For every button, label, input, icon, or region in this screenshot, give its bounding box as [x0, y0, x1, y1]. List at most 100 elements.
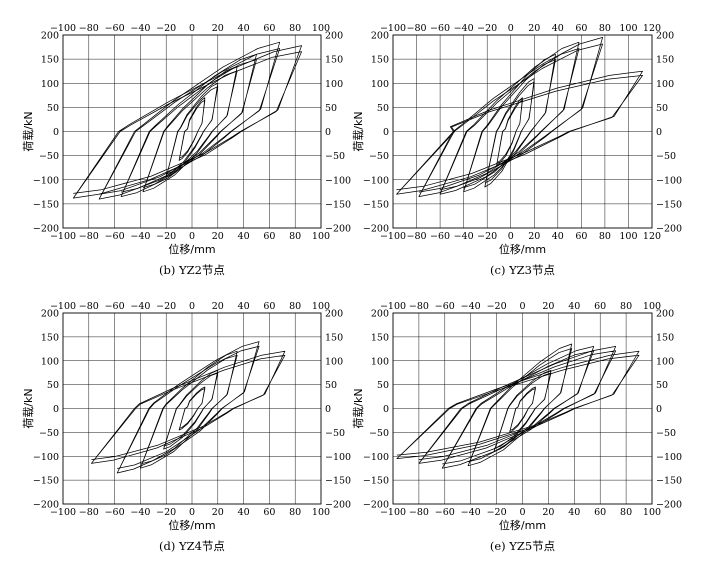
x-tick-label-top: 60: [263, 301, 275, 312]
x-tick-label-bottom: 80: [599, 231, 611, 242]
hysteresis-loop-5: [98, 41, 281, 200]
hysteresis-loop-4: [439, 41, 580, 195]
y-tick-label-right: 50: [656, 380, 668, 391]
x-axis-label: 位移/mm: [168, 242, 215, 256]
x-tick-label-bottom: 120: [643, 231, 661, 242]
hysteresis-loop-1: [178, 97, 206, 161]
panel-caption: (e) YZ5节点: [490, 539, 555, 553]
x-tick-label-top: −100: [380, 301, 406, 312]
chart-panel-2: −100−100−80−80−60−60−40−40−20−2000202040…: [352, 23, 682, 277]
x-tick-label-bottom: 100: [312, 507, 330, 518]
x-tick-label-bottom: 80: [289, 231, 301, 242]
hysteresis-curves: [72, 41, 302, 200]
panel-caption: (b) YZ2节点: [159, 263, 225, 277]
x-tick-label-top: 80: [289, 23, 301, 34]
x-tick-label-top: 60: [575, 23, 587, 34]
y-tick-label-left: 200: [41, 31, 59, 42]
x-tick-label-bottom: −60: [105, 231, 125, 242]
x-tick-label-top: −40: [130, 301, 150, 312]
x-tick-label-bottom: 60: [594, 507, 606, 518]
y-tick-label-right: −50: [325, 428, 345, 439]
panel-caption: (c) YZ3节点: [490, 263, 555, 277]
y-tick-label-left: 0: [383, 127, 389, 138]
y-axis-label: 荷载/kN: [352, 111, 365, 151]
x-tick-label-top: −20: [477, 23, 497, 34]
hysteresis-loop-6: [396, 350, 640, 459]
x-tick-label-top: −100: [50, 301, 76, 312]
hysteresis-loop-2: [163, 369, 219, 450]
y-tick-label-left: −100: [33, 452, 59, 463]
x-tick-label-bottom: 80: [289, 507, 301, 518]
y-tick-label-left: −100: [363, 175, 389, 186]
hysteresis-loop-1: [178, 386, 206, 431]
y-tick-label-left: −150: [363, 476, 389, 487]
x-tick-label-top: −20: [156, 301, 176, 312]
y-tick-label-right: −100: [325, 175, 351, 186]
x-axis-label: 位移/mm: [499, 518, 546, 532]
x-tick-label-top: 40: [568, 301, 580, 312]
x-tick-label-top: −40: [461, 301, 481, 312]
y-tick-label-left: −150: [33, 199, 59, 210]
x-axis-label: 位移/mm: [168, 518, 215, 532]
hysteresis-loop-1: [496, 97, 523, 166]
x-tick-label-bottom: −100: [380, 231, 406, 242]
x-tick-label-bottom: −20: [477, 231, 497, 242]
x-tick-label-top: 120: [643, 23, 661, 34]
x-tick-label-bottom: 60: [263, 231, 275, 242]
y-tick-label-left: −50: [39, 428, 59, 439]
hysteresis-loop-5: [418, 346, 617, 464]
x-tick-label-top: 0: [519, 301, 525, 312]
x-tick-label-top: −20: [156, 23, 176, 34]
x-tick-label-top: 100: [643, 301, 661, 312]
x-tick-label-top: −80: [409, 301, 429, 312]
y-tick-label-right: −150: [325, 476, 351, 487]
x-tick-label-top: 60: [263, 23, 275, 34]
y-tick-label-left: −200: [363, 500, 389, 511]
y-tick-label-right: −150: [325, 199, 351, 210]
y-tick-label-right: −200: [325, 224, 351, 235]
x-tick-label-bottom: 100: [619, 231, 637, 242]
y-tick-label-right: 100: [325, 356, 343, 367]
plot-frame: [392, 312, 653, 505]
y-tick-label-right: 0: [325, 404, 331, 415]
y-tick-label-right: −150: [656, 476, 682, 487]
y-tick-label-left: −200: [363, 224, 389, 235]
y-tick-label-right: −50: [325, 151, 345, 162]
x-tick-label-bottom: 40: [238, 231, 250, 242]
x-axis-label: 位移/mm: [499, 242, 546, 256]
y-tick-label-right: 50: [656, 103, 668, 114]
x-tick-label-top: 20: [212, 301, 224, 312]
y-tick-label-right: 0: [325, 127, 331, 138]
hysteresis-loop-3: [463, 53, 556, 193]
x-tick-label-top: 40: [552, 23, 564, 34]
x-tick-label-top: 80: [599, 23, 611, 34]
plot-frame: [62, 312, 322, 505]
x-tick-label-top: −20: [487, 301, 507, 312]
y-tick-label-right: 100: [656, 79, 674, 90]
y-tick-label-left: 150: [41, 55, 59, 66]
x-tick-label-top: 100: [312, 301, 330, 312]
y-tick-label-left: −150: [363, 199, 389, 210]
x-tick-label-bottom: 60: [575, 231, 587, 242]
x-tick-label-bottom: 40: [568, 507, 580, 518]
hysteresis-loop-2: [484, 78, 535, 188]
x-tick-label-bottom: −40: [461, 507, 481, 518]
x-tick-label-top: 40: [238, 23, 250, 34]
hysteresis-curves: [91, 341, 286, 474]
y-tick-label-right: 150: [656, 55, 674, 66]
y-tick-label-left: 200: [41, 309, 59, 320]
y-tick-label-right: 0: [656, 404, 662, 415]
x-tick-label-bottom: −80: [407, 231, 427, 242]
x-tick-label-top: 40: [238, 301, 250, 312]
y-tick-label-left: −150: [33, 476, 59, 487]
y-tick-label-right: 150: [325, 55, 343, 66]
x-tick-label-bottom: −100: [380, 507, 406, 518]
y-tick-label-left: 100: [41, 79, 59, 90]
y-tick-label-left: 0: [53, 404, 59, 415]
y-tick-label-left: −100: [363, 452, 389, 463]
y-tick-label-right: 200: [325, 309, 343, 320]
x-tick-label-top: 60: [594, 301, 606, 312]
y-tick-label-right: 200: [325, 31, 343, 42]
x-tick-label-bottom: 20: [212, 507, 224, 518]
y-tick-label-right: 100: [656, 356, 674, 367]
